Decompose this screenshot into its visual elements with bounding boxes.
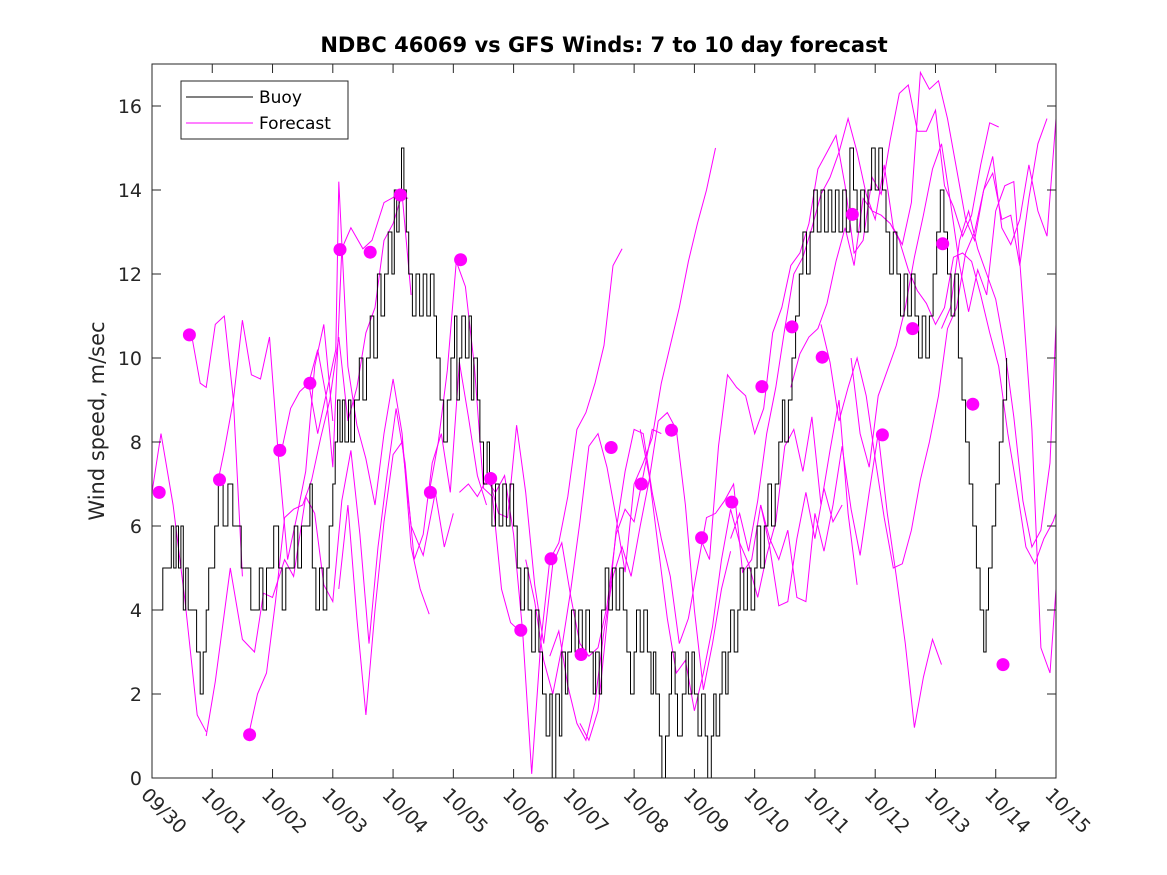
y-tick-labels: 0 2 4 6 8 10 12 14 16 bbox=[118, 96, 142, 790]
forecast-line-5 bbox=[308, 193, 409, 468]
forecast-marker-7 bbox=[363, 245, 377, 259]
forecast-marker-6 bbox=[333, 243, 347, 257]
plot-background bbox=[152, 64, 1056, 778]
forecast-marker-2 bbox=[213, 473, 226, 487]
y-tick-label-4: 8 bbox=[130, 432, 142, 454]
forecast-markers-group bbox=[152, 188, 1010, 742]
legend: Buoy Forecast bbox=[180, 80, 349, 140]
y-tick-label-1: 2 bbox=[130, 684, 142, 706]
forecast-marker-11 bbox=[484, 472, 498, 485]
x-tick-label-9: 10/09 bbox=[679, 784, 733, 838]
forecast-marker-17 bbox=[665, 423, 678, 437]
forecast-line-11 bbox=[525, 147, 716, 695]
forecast-marker-9 bbox=[423, 485, 437, 499]
forecast-marker-19 bbox=[725, 495, 739, 509]
x-tick-labels: 09/30 10/01 10/02 10/03 10/04 10/05 10/06 10/07… bbox=[136, 784, 1094, 838]
y-tick-label-2: 4 bbox=[130, 600, 142, 622]
y-axis-label: Wind speed, m/sec bbox=[85, 321, 109, 520]
forecast-marker-28 bbox=[996, 658, 1010, 672]
forecast-marker-25 bbox=[906, 322, 920, 336]
x-tick-label-4: 10/04 bbox=[378, 784, 432, 838]
buoy-series-group bbox=[152, 147, 1008, 779]
forecast-marker-18 bbox=[695, 531, 709, 545]
forecast-marker-27 bbox=[966, 397, 980, 411]
forecast-marker-21 bbox=[785, 320, 799, 334]
x-tick-label-2: 10/02 bbox=[257, 784, 311, 838]
forecast-marker-10 bbox=[454, 253, 468, 267]
forecast-line-16 bbox=[730, 70, 1048, 552]
y-tick-label-7: 14 bbox=[118, 180, 142, 202]
forecast-marker-20 bbox=[755, 380, 769, 394]
forecast-marker-13 bbox=[544, 552, 558, 566]
forecast-marker-22 bbox=[815, 350, 829, 364]
legend-buoy-label: Buoy bbox=[259, 88, 302, 108]
x-tick-label-0: 09/30 bbox=[136, 784, 190, 838]
axis-ticks bbox=[151, 64, 1057, 779]
x-tick-label-7: 10/07 bbox=[558, 784, 612, 838]
x-tick-label-8: 10/08 bbox=[619, 784, 673, 838]
legend-box bbox=[180, 80, 349, 140]
forecast-line-21 bbox=[941, 209, 1057, 549]
forecast-line-17 bbox=[790, 197, 1057, 566]
forecast-marker-12 bbox=[514, 623, 528, 637]
y-tick-label-5: 10 bbox=[118, 348, 142, 370]
forecast-marker-23 bbox=[845, 207, 859, 221]
forecast-line-13 bbox=[579, 428, 843, 742]
forecast-line-14 bbox=[639, 399, 858, 711]
y-tick-label-6: 12 bbox=[118, 264, 142, 286]
x-tick-label-14: 10/14 bbox=[980, 784, 1034, 838]
forecast-marker-8 bbox=[393, 188, 407, 202]
forecast-marker-0 bbox=[152, 485, 166, 499]
y-tick-label-3: 6 bbox=[130, 516, 142, 538]
forecast-marker-26 bbox=[936, 237, 950, 251]
forecast-marker-4 bbox=[273, 443, 287, 457]
forecast-line-8 bbox=[428, 261, 520, 632]
forecast-marker-5 bbox=[303, 376, 317, 390]
plot-frame bbox=[151, 63, 1057, 779]
forecast-line-6 bbox=[205, 362, 487, 737]
x-tick-label-11: 10/11 bbox=[799, 784, 853, 838]
forecast-marker-24 bbox=[875, 428, 889, 442]
chart-title: NDBC 46069 vs GFS Winds: 7 to 10 day for… bbox=[320, 33, 887, 57]
y-tick-label-8: 16 bbox=[118, 96, 142, 118]
x-tick-label-15: 10/15 bbox=[1040, 784, 1094, 838]
x-tick-label-12: 10/12 bbox=[860, 784, 914, 838]
forecast-marker-14 bbox=[574, 648, 588, 661]
forecast-marker-16 bbox=[634, 477, 648, 491]
forecast-line-3 bbox=[247, 194, 412, 737]
forecast-line-18 bbox=[760, 433, 942, 728]
forecast-line-20 bbox=[850, 143, 1057, 674]
forecast-line-12 bbox=[549, 411, 732, 742]
legend-forecast-label: Forecast bbox=[259, 114, 331, 134]
x-tick-label-3: 10/03 bbox=[317, 784, 371, 838]
forecast-marker-15 bbox=[604, 441, 618, 454]
y-tick-label-0: 0 bbox=[130, 768, 142, 790]
x-tick-label-1: 10/01 bbox=[197, 784, 251, 838]
x-tick-label-6: 10/06 bbox=[498, 784, 552, 838]
x-tick-label-10: 10/10 bbox=[739, 784, 793, 838]
forecast-line-0 bbox=[151, 433, 207, 733]
buoy-line bbox=[152, 147, 1008, 779]
x-tick-label-13: 10/13 bbox=[920, 784, 974, 838]
forecast-marker-3 bbox=[243, 728, 257, 742]
x-tick-label-5: 10/05 bbox=[438, 784, 492, 838]
forecast-marker-1 bbox=[182, 328, 196, 342]
